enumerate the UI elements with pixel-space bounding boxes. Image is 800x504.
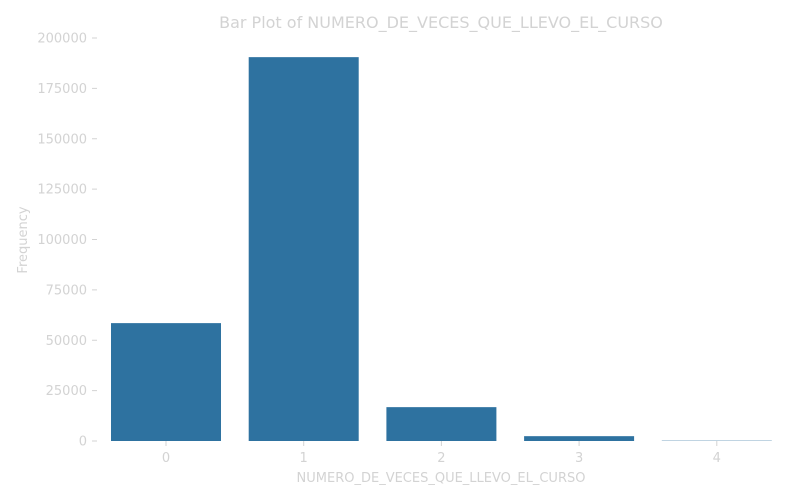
bars-group [111, 57, 772, 441]
y-tick-label: 100000 [37, 233, 87, 248]
y-tick-label: 50000 [46, 334, 87, 349]
y-tick-label: 0 [79, 435, 87, 450]
bar-0 [111, 323, 221, 441]
x-tick-label: 2 [437, 451, 445, 466]
y-axis: 0 25000 50000 75000 100000 125000 150000 175000… [37, 32, 97, 450]
x-tick-label: 4 [713, 451, 721, 466]
y-tick-label: 150000 [37, 132, 87, 147]
bar-3 [524, 436, 634, 441]
x-tick-label: 0 [162, 451, 170, 466]
bar-2 [386, 407, 496, 441]
y-tick-label: 75000 [46, 283, 87, 298]
x-axis: 0 1 2 3 4 [162, 441, 721, 466]
bar-1 [249, 57, 359, 441]
x-tick-label: 3 [575, 451, 583, 466]
y-tick-label: 200000 [37, 32, 87, 47]
y-axis-label: Frequency [16, 206, 31, 273]
y-tick-label: 125000 [37, 183, 87, 198]
x-tick-label: 1 [300, 451, 308, 466]
y-tick-label: 25000 [46, 384, 87, 399]
chart-title: Bar Plot of NUMERO_DE_VECES_QUE_LLEVO_EL… [219, 13, 663, 33]
x-axis-label: NUMERO_DE_VECES_QUE_LLEVO_EL_CURSO [297, 471, 586, 486]
y-tick-label: 175000 [37, 82, 87, 97]
